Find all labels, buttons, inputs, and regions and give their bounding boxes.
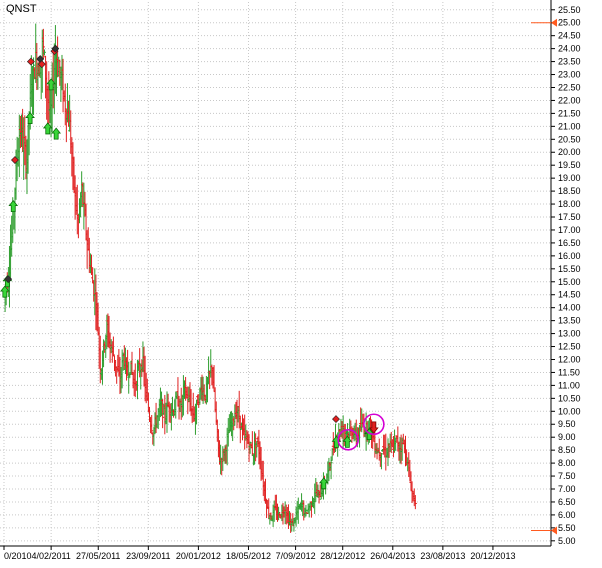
- y-tick-label: 18.50: [558, 186, 581, 196]
- y-tick-label: 21.50: [558, 108, 581, 118]
- y-tick-label: 23.50: [558, 57, 581, 67]
- y-tick-label: 19.00: [558, 173, 581, 183]
- price-marker-icon: [551, 526, 557, 535]
- y-tick-label: 16.00: [558, 251, 581, 261]
- highlight-circle: [337, 428, 359, 451]
- buy-arrow-icon: [342, 435, 353, 448]
- y-tick-label: 8.00: [558, 458, 576, 468]
- ticker-label: QNST: [6, 3, 37, 15]
- x-tick-label: 0/2010: [4, 551, 32, 561]
- y-tick-label: 13.00: [558, 329, 581, 339]
- y-tick-label: 14.50: [558, 290, 581, 300]
- y-tick-label: 9.50: [558, 419, 576, 429]
- y-tick-label: 11.50: [558, 367, 580, 377]
- y-tick-label: 17.00: [558, 225, 581, 235]
- y-tick-label: 12.00: [558, 354, 581, 364]
- y-tick-label: 9.00: [558, 432, 576, 442]
- buy-arrow-icon: [0, 285, 10, 298]
- buy-arrow-icon: [8, 200, 19, 213]
- x-tick-label: 27/05/2011: [76, 551, 120, 561]
- y-tick-label: 10.50: [558, 393, 581, 403]
- y-tick-label: 7.50: [558, 471, 576, 481]
- y-tick-label: 6.00: [558, 510, 576, 520]
- x-tick-label: 7/09/2012: [276, 551, 316, 561]
- diamond-marker-icon: [11, 156, 19, 164]
- y-tick-label: 11.00: [558, 380, 580, 390]
- diamond-marker-icon: [332, 415, 340, 423]
- x-tick-label: 26/04/2013: [370, 551, 415, 561]
- y-tick-label: 13.50: [558, 316, 581, 326]
- x-tick-label: 20/12/2013: [470, 551, 515, 561]
- grid: [0, 2, 551, 546]
- y-tick-label: 5.00: [558, 536, 576, 546]
- buy-arrow-icon: [318, 477, 329, 490]
- diamond-marker-icon: [37, 60, 46, 69]
- y-tick-label: 25.50: [558, 5, 581, 15]
- y-tick-label: 18.00: [558, 199, 581, 209]
- y-tick-label: 7.00: [558, 484, 576, 494]
- highlight-circle: [363, 413, 385, 436]
- sell-arrow-icon: [369, 421, 379, 434]
- y-tick-label: 15.50: [558, 264, 581, 274]
- y-tick-label: 8.50: [558, 445, 576, 455]
- x-tick-label: 28/12/2012: [320, 551, 365, 561]
- buy-arrow-icon: [25, 111, 35, 124]
- x-tick-label: 20/01/2012: [176, 551, 221, 561]
- y-tick-label: 24.50: [558, 31, 581, 41]
- y-tick-label: 19.50: [558, 160, 581, 170]
- y-tick-label: 14.00: [558, 303, 581, 313]
- y-tick-label: 21.00: [558, 121, 581, 131]
- x-tick-label: 4/02/2011: [31, 551, 70, 561]
- diamond-marker-icon: [4, 275, 13, 284]
- y-tick-label: 15.00: [558, 277, 581, 287]
- y-tick-label: 20.00: [558, 147, 581, 157]
- x-tick-label: 18/05/2012: [226, 551, 271, 561]
- y-tick-label: 22.00: [558, 95, 581, 105]
- y-tick-label: 22.50: [558, 82, 581, 92]
- buy-arrow-icon: [46, 78, 56, 91]
- signal-markers: [0, 44, 385, 490]
- buy-arrow-icon: [42, 122, 53, 135]
- y-tick-label: 20.50: [558, 134, 581, 144]
- y-tick-label: 24.00: [558, 44, 581, 54]
- y-tick-label: 17.50: [558, 212, 581, 222]
- x-tick-label: 23/09/2011: [126, 551, 170, 561]
- price-marker-icon: [551, 18, 557, 27]
- y-tick-label: 25.00: [558, 18, 581, 28]
- y-tick-label: 23.00: [558, 70, 581, 80]
- y-tick-label: 5.50: [558, 523, 576, 533]
- x-tick-label: 23/08/2013: [420, 551, 465, 561]
- y-tick-label: 6.50: [558, 497, 576, 507]
- ohlc-bars: [2, 23, 417, 533]
- y-tick-label: 10.00: [558, 406, 581, 416]
- y-tick-label: 12.50: [558, 342, 581, 352]
- diamond-marker-icon: [27, 57, 35, 66]
- diamond-marker-icon: [51, 44, 60, 53]
- buy-arrow-icon: [51, 127, 62, 140]
- y-tick-label: 16.50: [558, 238, 581, 248]
- axes: 5.00 5.50 6.00 6.50 7.00 7.50 8.00 8.50 9.00 9.50…: [0, 0, 581, 561]
